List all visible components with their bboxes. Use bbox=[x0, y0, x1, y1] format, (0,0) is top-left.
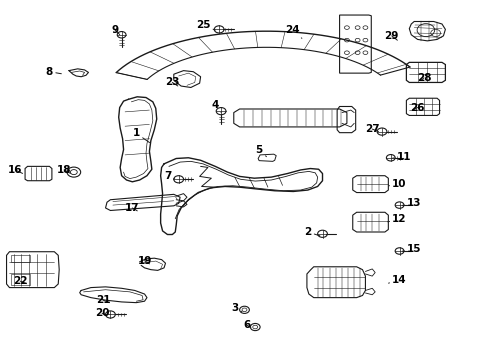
Text: 16: 16 bbox=[8, 165, 22, 175]
Text: 17: 17 bbox=[125, 203, 140, 213]
Text: 12: 12 bbox=[387, 215, 406, 224]
Text: 27: 27 bbox=[364, 124, 379, 134]
Text: 6: 6 bbox=[243, 320, 250, 330]
Text: 9: 9 bbox=[111, 25, 120, 35]
Text: 24: 24 bbox=[285, 25, 301, 38]
Text: 21: 21 bbox=[96, 295, 110, 305]
Text: 11: 11 bbox=[392, 152, 411, 162]
Text: 23: 23 bbox=[165, 77, 179, 87]
Text: 1: 1 bbox=[132, 129, 149, 143]
Text: 18: 18 bbox=[57, 165, 71, 175]
Text: 15: 15 bbox=[402, 244, 421, 254]
Text: 7: 7 bbox=[163, 171, 174, 181]
Text: 8: 8 bbox=[46, 67, 61, 77]
Text: 26: 26 bbox=[409, 103, 424, 113]
Text: 22: 22 bbox=[13, 276, 27, 286]
Text: 20: 20 bbox=[95, 309, 109, 318]
Text: 19: 19 bbox=[137, 256, 151, 266]
Text: 25: 25 bbox=[195, 20, 215, 30]
Text: 14: 14 bbox=[388, 275, 406, 285]
Text: 5: 5 bbox=[255, 144, 266, 157]
Text: 4: 4 bbox=[211, 100, 221, 113]
Text: 29: 29 bbox=[384, 31, 398, 41]
Text: 2: 2 bbox=[304, 227, 319, 237]
Text: 28: 28 bbox=[416, 73, 430, 83]
Text: 3: 3 bbox=[231, 303, 242, 314]
Text: 13: 13 bbox=[402, 198, 421, 208]
Text: 10: 10 bbox=[388, 179, 406, 189]
